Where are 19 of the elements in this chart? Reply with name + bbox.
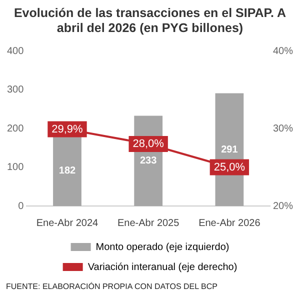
bar (53, 135, 82, 206)
x-tick-label: Ene-Abr 2026 (198, 218, 261, 229)
x-tick-label: Ene-Abr 2025 (117, 218, 180, 229)
y-tick-label: 400 (6, 46, 24, 57)
y-tick-label: 300 (6, 84, 24, 96)
source-note: FUENTE: ELABORACIÓN PROPIA CON DATOS DEL BCP (6, 282, 218, 291)
y-tick-label: 100 (6, 162, 24, 173)
y-tick-label: 200 (6, 123, 24, 134)
y2-tick-label: 20% (272, 200, 294, 212)
data-label: 291 (221, 144, 238, 156)
x-tick-label: Ene-Abr 2024 (36, 218, 99, 229)
legend-label: Monto operado (eje izquierdo) (96, 242, 230, 253)
y2-tick-label: 30% (272, 123, 294, 134)
data-label: 182 (58, 165, 76, 176)
legend-label: Variación interanual (eje derecho) (88, 262, 238, 273)
data-label: 233 (140, 156, 158, 167)
chart-title: Evolución de las transacciones en el SIPAP. A abril del 2026 (en PYG billones) (12, 5, 288, 37)
y-tick-label: 0 (18, 200, 24, 212)
y2-tick-label: 40% (272, 46, 294, 57)
